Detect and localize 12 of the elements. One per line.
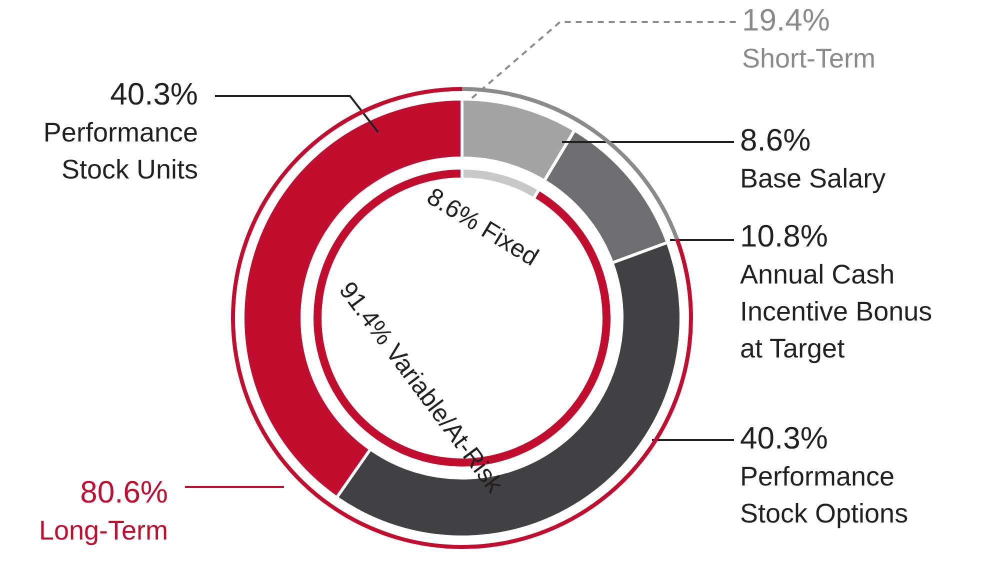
data-label: 19.4%	[742, 2, 830, 38]
slice-label: Long-Term	[38, 515, 168, 546]
slice-label: Base Salary	[740, 163, 886, 194]
slice-label: Annual Cash Incentive Bonus at Target	[740, 259, 932, 364]
slice-label: Short-Term	[742, 43, 876, 74]
slice-label: Performance Stock Units	[43, 117, 198, 184]
slice-label: Performance Stock Options	[740, 461, 908, 528]
data-label: 40.3%	[110, 76, 198, 112]
data-label: 80.6%	[80, 474, 168, 510]
data-label: 40.3%	[740, 420, 828, 456]
data-label: 10.8%	[740, 218, 828, 254]
data-label: 8.6%	[740, 122, 811, 158]
